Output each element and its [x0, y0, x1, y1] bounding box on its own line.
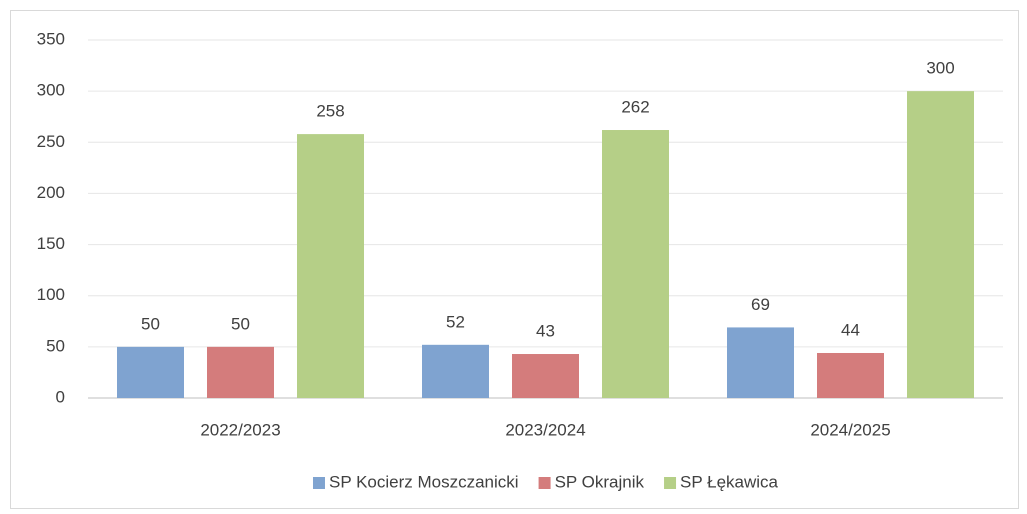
legend-swatch	[312, 477, 325, 489]
value-label: 258	[316, 102, 344, 121]
value-label: 50	[231, 314, 250, 333]
y-tick-label: 50	[46, 336, 65, 355]
bar	[422, 344, 489, 398]
bar	[602, 130, 669, 399]
bar	[817, 352, 884, 398]
legend-swatch	[664, 477, 677, 489]
x-tick-label: 2024/2025	[810, 420, 890, 439]
y-tick-label: 200	[37, 183, 65, 202]
y-tick-label: 100	[37, 285, 65, 304]
legend-label: SP Łękawica	[680, 472, 779, 491]
x-tick-label: 2023/2024	[505, 420, 585, 439]
y-tick-label: 150	[37, 234, 65, 253]
legend-swatch	[538, 477, 551, 489]
chart-border	[10, 10, 1019, 509]
legend-label: SP Kocierz Moszczanicki	[329, 472, 519, 491]
value-label: 52	[446, 312, 465, 331]
value-label: 300	[926, 59, 954, 78]
y-tick-label: 350	[37, 29, 65, 48]
bar	[117, 346, 184, 398]
bar	[907, 91, 974, 399]
bar	[727, 327, 794, 398]
bar	[512, 354, 579, 398]
x-tick-label: 2022/2023	[200, 420, 280, 439]
legend-label: SP Okrajnik	[555, 472, 645, 491]
value-label: 43	[536, 322, 555, 341]
value-label: 50	[141, 314, 160, 333]
value-label: 262	[621, 97, 649, 116]
y-tick-label: 250	[37, 132, 65, 151]
value-label: 69	[751, 295, 770, 314]
y-tick-label: 300	[37, 81, 65, 100]
bar	[207, 346, 274, 398]
value-label: 44	[841, 320, 860, 339]
bar	[297, 134, 364, 399]
y-tick-label: 0	[56, 387, 65, 406]
